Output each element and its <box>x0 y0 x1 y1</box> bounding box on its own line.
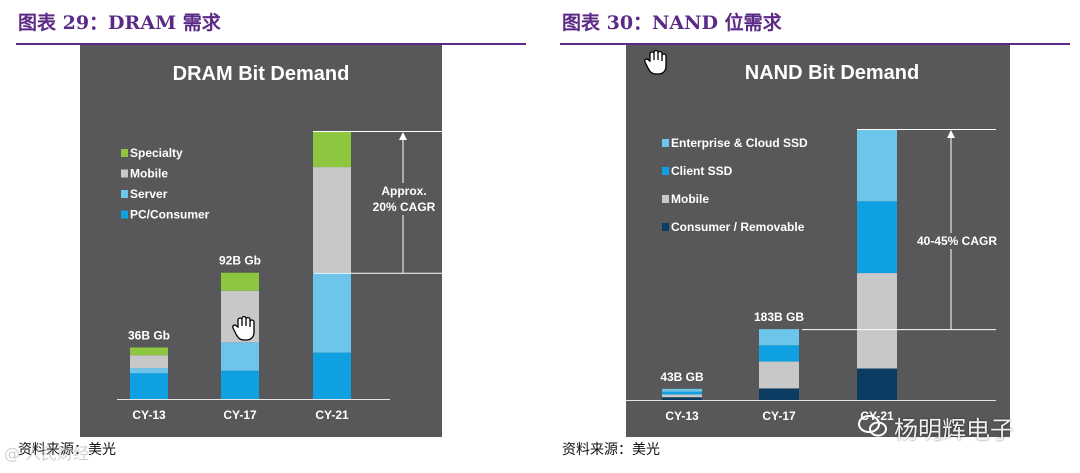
chart-title: NAND Bit Demand <box>745 62 919 84</box>
bar-client-ssd-cy-21 <box>857 201 897 274</box>
figure-30-source: 资料来源：美光 <box>562 442 660 458</box>
bar-client-ssd-cy-17 <box>759 345 799 362</box>
legend-label-enterprise-cloud-ssd: Enterprise & Cloud SSD <box>671 136 808 150</box>
x-tick-label-cy-17: CY-17 <box>223 408 257 422</box>
annotation-text-1: 20% CAGR <box>373 200 436 214</box>
annotation-text-0: Approx. <box>381 184 426 198</box>
watermark-left: @ 人民财经 <box>4 444 90 463</box>
legend-swatch-enterprise-cloud-ssd <box>662 139 669 147</box>
legend-label-server: Server <box>130 187 168 201</box>
total-label-cy-13: 36B Gb <box>128 328 170 342</box>
legend-label-mobile: Mobile <box>130 167 168 181</box>
nand-chart-panel: NAND Bit Demand 43B GB CY-13 183B GB CY-17 CY… <box>626 45 1010 437</box>
legend-label-pc-consumer: PC/Consumer <box>130 208 210 222</box>
bar-mobile-cy-21 <box>313 167 351 273</box>
legend-label-consumer-removable: Consumer / Removable <box>671 220 805 234</box>
legend-swatch-server <box>121 190 128 198</box>
annotation-arrow-head <box>947 130 955 138</box>
bar-pc-consumer-cy-13 <box>130 373 168 399</box>
total-label-cy-13: 43B GB <box>660 370 704 384</box>
bar-server-cy-13 <box>130 368 168 374</box>
legend-label-specialty: Specialty <box>130 146 183 160</box>
legend-swatch-mobile <box>662 195 669 203</box>
bar-server-cy-21 <box>313 272 351 353</box>
bar-specialty-cy-17 <box>221 272 259 291</box>
hand-cursor-icon <box>644 49 667 75</box>
figure-30-rule <box>560 43 1070 45</box>
total-label-cy-17: 183B GB <box>754 310 804 324</box>
x-tick-label-cy-17: CY-17 <box>762 409 796 423</box>
bar-specialty-cy-21 <box>313 131 351 168</box>
bar-pc-consumer-cy-17 <box>221 370 259 399</box>
hand-cursor-icon <box>232 315 255 341</box>
watermark-right-text: 杨明辉电子 <box>894 416 1014 444</box>
bar-mobile-cy-13 <box>130 355 168 369</box>
legend-label-client-ssd: Client SSD <box>671 164 733 178</box>
figure-29-rule <box>16 43 526 45</box>
x-tick-label-cy-13: CY-13 <box>665 409 699 423</box>
legend-swatch-specialty <box>121 149 128 157</box>
bar-server-cy-17 <box>221 342 259 371</box>
bar-enterprise-cloud-ssd-cy-13 <box>662 388 702 392</box>
chart-title: DRAM Bit Demand <box>173 63 350 85</box>
nand-bit-demand-chart: NAND Bit Demand 43B GB CY-13 183B GB CY-17 CY… <box>626 45 1010 437</box>
annotation-text-bg-0 <box>374 183 434 199</box>
legend-label-mobile: Mobile <box>671 192 709 206</box>
bar-enterprise-cloud-ssd-cy-17 <box>759 329 799 346</box>
annotation-text-bg-0 <box>913 233 1001 249</box>
bar-client-ssd-cy-13 <box>662 391 702 395</box>
legend-swatch-pc-consumer <box>121 210 128 219</box>
x-tick-label-cy-13: CY-13 <box>132 408 166 422</box>
total-label-cy-17: 92B Gb <box>219 254 261 268</box>
dram-chart-panel: DRAM Bit Demand 36B Gb CY-13 92B Gb CY-17 CY-… <box>80 45 442 437</box>
x-tick-label-cy-21: CY-21 <box>315 408 349 422</box>
legend-swatch-client-ssd <box>662 167 669 175</box>
annotation-text-0: 40-45% CAGR <box>917 234 997 248</box>
bar-consumer-removable-cy-13 <box>662 397 702 400</box>
annotation-arrow-head <box>399 132 407 140</box>
bar-mobile-cy-21 <box>857 273 897 369</box>
figure-30-title: 图表 30：NAND 位需求 <box>562 12 782 34</box>
bar-consumer-removable-cy-17 <box>759 388 799 400</box>
watermark-right: 杨明辉电子 <box>858 410 1014 445</box>
bar-consumer-removable-cy-21 <box>857 368 897 400</box>
dram-bit-demand-chart: DRAM Bit Demand 36B Gb CY-13 92B Gb CY-17 CY-… <box>80 45 442 437</box>
wechat-icon <box>858 414 888 444</box>
legend-swatch-consumer-removable <box>662 223 669 231</box>
bar-enterprise-cloud-ssd-cy-21 <box>857 129 897 202</box>
annotation-text-bg-1 <box>371 199 437 215</box>
bar-mobile-cy-13 <box>662 394 702 398</box>
x-tick-label-cy-21: CY-21 <box>860 409 894 423</box>
legend-swatch-mobile <box>121 169 128 178</box>
figure-29-title: 图表 29：DRAM 需求 <box>18 12 221 34</box>
bar-specialty-cy-13 <box>130 347 168 356</box>
bar-pc-consumer-cy-21 <box>313 352 351 399</box>
figure-29-source: 资料来源：美光 <box>18 442 116 458</box>
bar-mobile-cy-17 <box>759 361 799 389</box>
